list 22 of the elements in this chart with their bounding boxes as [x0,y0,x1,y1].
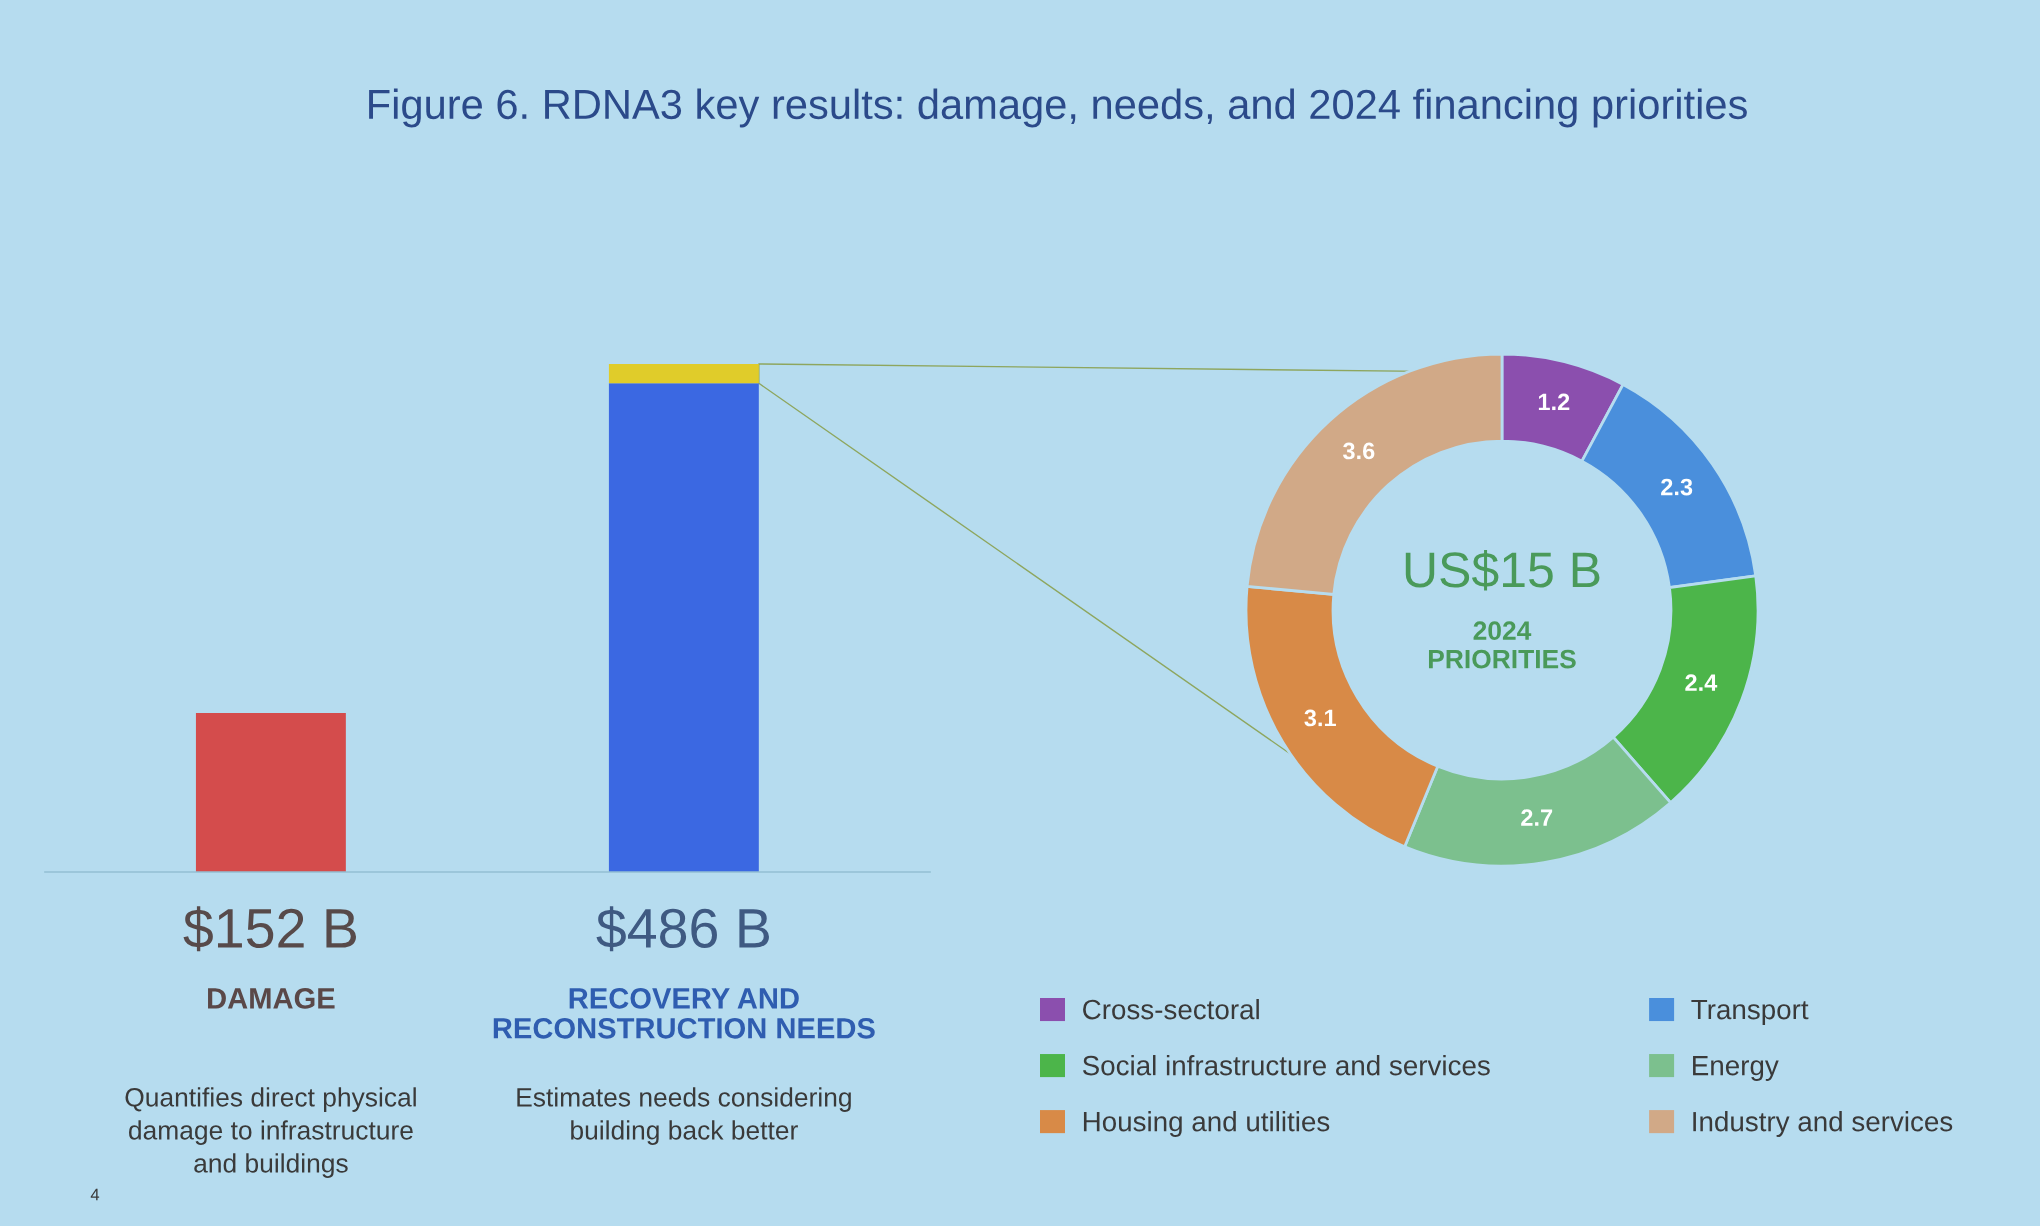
data-label: 2.4 [1685,674,1718,691]
legend-label: Cross-sectoral [1083,998,1259,1020]
data-label: 2.7 [1521,809,1553,826]
text: $486 B [596,906,769,952]
text: $152 B [183,906,357,952]
legend-label: Transport [1691,1000,1809,1025]
text: Quantifies direct physical damage to infrastructure and buildings [125,1087,416,1178]
x-tick-label: RECOVERY AND RECONSTRUCTION NEEDS [493,988,875,1039]
data-label: 3.6 [1342,442,1375,460]
text: Figure 6. RDNA3 key results: damage, needs, and 2024 financing priorities [369,88,1747,128]
data-label: 3.1 [1304,709,1336,727]
legend-label: Social infrastructure and services [1082,1055,1490,1076]
text: 2024 PRIORITIES [1428,621,1576,669]
legend-label: Housing and utilities [1083,1111,1330,1137]
x-tick-label: DAMAGE [208,988,335,1009]
data-label: 1.2 [1538,393,1570,411]
text: 4 [90,1188,100,1201]
data-label: 2.3 [1661,478,1693,496]
text: US$15 B [1405,550,1600,591]
legend-label: Industry and services [1693,1111,1953,1137]
legend-label: Energy [1693,1056,1779,1081]
text: Estimates needs considering building back better [517,1087,851,1145]
